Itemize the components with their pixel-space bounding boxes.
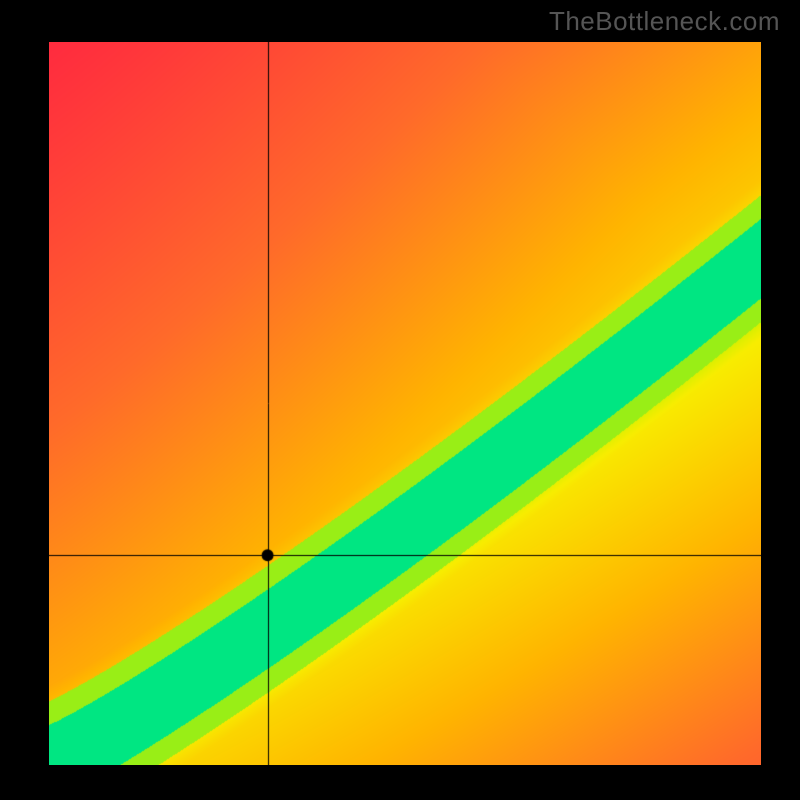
plot-frame: [49, 42, 761, 765]
chart-container: TheBottleneck.com: [0, 0, 800, 800]
watermark-text: TheBottleneck.com: [549, 6, 780, 37]
heatmap-canvas: [49, 42, 761, 765]
